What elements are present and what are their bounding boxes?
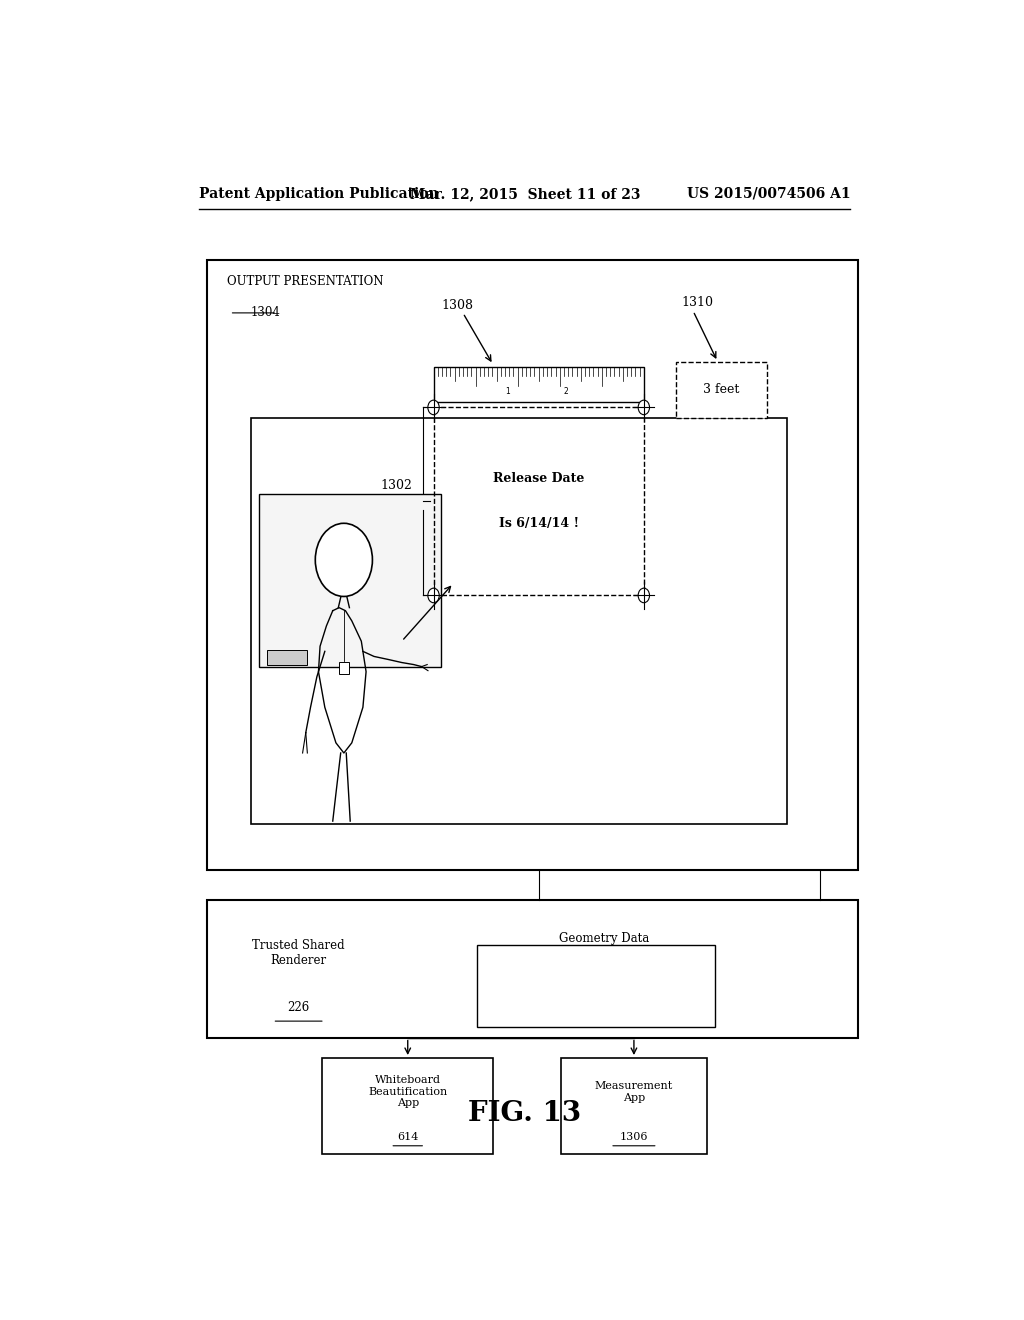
Text: Measurement
App: Measurement App xyxy=(595,1081,673,1102)
Bar xyxy=(251,417,786,824)
Circle shape xyxy=(428,400,439,414)
Text: Mar. 12, 2015  Sheet 11 of 23: Mar. 12, 2015 Sheet 11 of 23 xyxy=(410,187,640,201)
Text: Geometry Data: Geometry Data xyxy=(559,932,649,945)
Text: 3 feet: 3 feet xyxy=(703,383,739,396)
Text: Whiteboard
Beautification
App: Whiteboard Beautification App xyxy=(368,1074,447,1109)
Bar xyxy=(207,260,858,870)
Bar xyxy=(676,362,767,417)
Text: 1302: 1302 xyxy=(380,479,412,492)
Text: Is 6/14/14 !: Is 6/14/14 ! xyxy=(499,517,579,531)
Bar xyxy=(267,651,306,664)
Text: US 2015/0074506 A1: US 2015/0074506 A1 xyxy=(686,187,850,201)
Bar xyxy=(560,1057,708,1155)
Bar xyxy=(323,1057,494,1155)
Text: Patent Application Publication: Patent Application Publication xyxy=(200,187,439,201)
Text: 1304: 1304 xyxy=(251,306,281,318)
Bar xyxy=(477,945,715,1027)
Bar xyxy=(433,367,644,403)
Text: 614: 614 xyxy=(397,1133,419,1142)
Bar xyxy=(433,408,644,595)
Text: Trusted Shared
Renderer: Trusted Shared Renderer xyxy=(252,939,345,966)
Circle shape xyxy=(315,523,373,597)
Text: FIG. 13: FIG. 13 xyxy=(468,1101,582,1127)
Bar xyxy=(207,900,858,1038)
Bar xyxy=(259,494,441,667)
Text: 1306: 1306 xyxy=(620,1133,648,1142)
Circle shape xyxy=(638,400,649,414)
Text: 226: 226 xyxy=(288,1001,309,1014)
Text: 1308: 1308 xyxy=(441,300,473,313)
Text: OUTPUT PRESENTATION: OUTPUT PRESENTATION xyxy=(227,276,384,288)
Circle shape xyxy=(638,589,649,603)
Bar xyxy=(339,661,349,673)
Text: 1310: 1310 xyxy=(681,296,713,309)
Text: 1: 1 xyxy=(505,387,510,396)
Text: Release Date: Release Date xyxy=(493,473,585,486)
Circle shape xyxy=(428,589,439,603)
Text: 2: 2 xyxy=(563,387,568,396)
